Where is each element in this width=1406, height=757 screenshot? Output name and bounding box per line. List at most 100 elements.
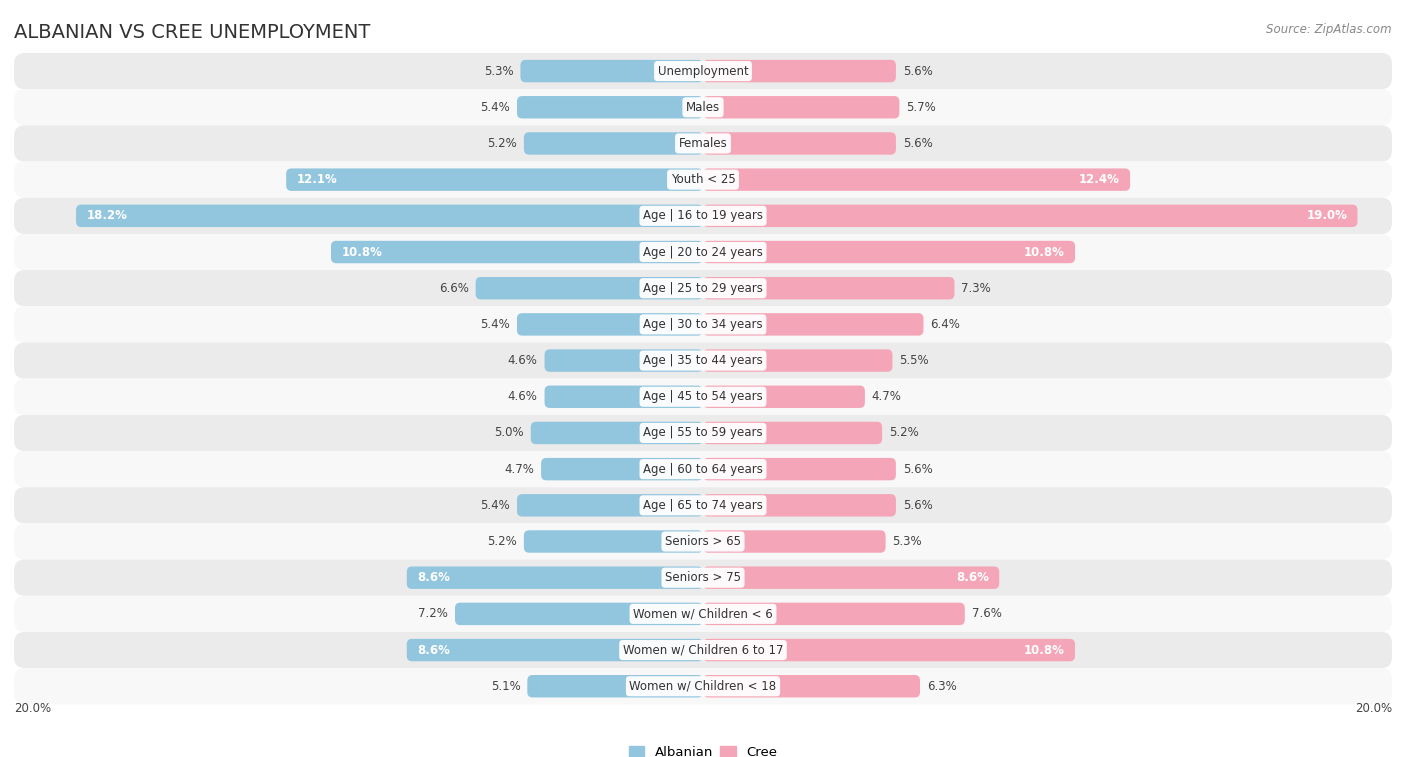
FancyBboxPatch shape — [703, 96, 900, 119]
Text: 20.0%: 20.0% — [14, 702, 51, 715]
Text: 5.1%: 5.1% — [491, 680, 520, 693]
Text: 6.3%: 6.3% — [927, 680, 956, 693]
Text: 18.2%: 18.2% — [86, 210, 128, 223]
FancyBboxPatch shape — [14, 53, 1392, 89]
FancyBboxPatch shape — [406, 639, 703, 662]
FancyBboxPatch shape — [330, 241, 703, 263]
Text: Seniors > 75: Seniors > 75 — [665, 572, 741, 584]
FancyBboxPatch shape — [14, 415, 1392, 451]
Text: 19.0%: 19.0% — [1306, 210, 1347, 223]
FancyBboxPatch shape — [524, 531, 703, 553]
FancyBboxPatch shape — [14, 161, 1392, 198]
FancyBboxPatch shape — [703, 385, 865, 408]
Text: Age | 16 to 19 years: Age | 16 to 19 years — [643, 210, 763, 223]
FancyBboxPatch shape — [531, 422, 703, 444]
FancyBboxPatch shape — [14, 632, 1392, 668]
Text: Age | 20 to 24 years: Age | 20 to 24 years — [643, 245, 763, 258]
Text: 12.4%: 12.4% — [1078, 173, 1119, 186]
Text: ALBANIAN VS CREE UNEMPLOYMENT: ALBANIAN VS CREE UNEMPLOYMENT — [14, 23, 370, 42]
Text: 4.7%: 4.7% — [505, 463, 534, 475]
Text: Age | 55 to 59 years: Age | 55 to 59 years — [643, 426, 763, 440]
FancyBboxPatch shape — [703, 566, 1000, 589]
FancyBboxPatch shape — [14, 342, 1392, 378]
FancyBboxPatch shape — [703, 168, 1130, 191]
Text: 5.6%: 5.6% — [903, 499, 932, 512]
Text: 5.6%: 5.6% — [903, 463, 932, 475]
Text: 5.2%: 5.2% — [488, 535, 517, 548]
Text: 8.6%: 8.6% — [956, 572, 988, 584]
Text: Women w/ Children < 6: Women w/ Children < 6 — [633, 607, 773, 621]
Text: Age | 30 to 34 years: Age | 30 to 34 years — [643, 318, 763, 331]
FancyBboxPatch shape — [703, 60, 896, 83]
Text: 20.0%: 20.0% — [1355, 702, 1392, 715]
FancyBboxPatch shape — [14, 488, 1392, 523]
Text: 6.4%: 6.4% — [931, 318, 960, 331]
FancyBboxPatch shape — [287, 168, 703, 191]
FancyBboxPatch shape — [14, 307, 1392, 342]
Text: Males: Males — [686, 101, 720, 114]
Text: 10.8%: 10.8% — [1024, 245, 1064, 258]
FancyBboxPatch shape — [517, 494, 703, 516]
FancyBboxPatch shape — [703, 204, 1358, 227]
Text: Seniors > 65: Seniors > 65 — [665, 535, 741, 548]
FancyBboxPatch shape — [517, 313, 703, 335]
FancyBboxPatch shape — [14, 596, 1392, 632]
Text: 4.6%: 4.6% — [508, 391, 537, 403]
FancyBboxPatch shape — [703, 458, 896, 481]
FancyBboxPatch shape — [14, 198, 1392, 234]
Text: 5.3%: 5.3% — [484, 64, 513, 77]
Text: 5.3%: 5.3% — [893, 535, 922, 548]
Text: 5.0%: 5.0% — [495, 426, 524, 440]
Text: 5.4%: 5.4% — [481, 499, 510, 512]
Text: Women w/ Children < 18: Women w/ Children < 18 — [630, 680, 776, 693]
FancyBboxPatch shape — [76, 204, 703, 227]
Text: 5.5%: 5.5% — [900, 354, 929, 367]
Text: 7.3%: 7.3% — [962, 282, 991, 294]
Text: 7.2%: 7.2% — [418, 607, 449, 621]
Text: 10.8%: 10.8% — [1024, 643, 1064, 656]
FancyBboxPatch shape — [14, 234, 1392, 270]
Text: Females: Females — [679, 137, 727, 150]
FancyBboxPatch shape — [475, 277, 703, 300]
Text: 4.6%: 4.6% — [508, 354, 537, 367]
FancyBboxPatch shape — [703, 603, 965, 625]
Text: 6.6%: 6.6% — [439, 282, 468, 294]
FancyBboxPatch shape — [703, 241, 1076, 263]
FancyBboxPatch shape — [14, 523, 1392, 559]
FancyBboxPatch shape — [703, 675, 920, 697]
Text: 7.6%: 7.6% — [972, 607, 1001, 621]
FancyBboxPatch shape — [544, 350, 703, 372]
Text: 8.6%: 8.6% — [418, 643, 450, 656]
FancyBboxPatch shape — [14, 270, 1392, 307]
Text: 5.2%: 5.2% — [889, 426, 918, 440]
Text: 5.4%: 5.4% — [481, 101, 510, 114]
Text: 4.7%: 4.7% — [872, 391, 901, 403]
FancyBboxPatch shape — [527, 675, 703, 697]
Text: 5.7%: 5.7% — [907, 101, 936, 114]
Text: 5.6%: 5.6% — [903, 137, 932, 150]
FancyBboxPatch shape — [406, 566, 703, 589]
FancyBboxPatch shape — [703, 494, 896, 516]
FancyBboxPatch shape — [14, 668, 1392, 704]
FancyBboxPatch shape — [524, 132, 703, 154]
FancyBboxPatch shape — [703, 132, 896, 154]
FancyBboxPatch shape — [14, 89, 1392, 126]
Text: Age | 25 to 29 years: Age | 25 to 29 years — [643, 282, 763, 294]
FancyBboxPatch shape — [703, 313, 924, 335]
Legend: Albanian, Cree: Albanian, Cree — [623, 740, 783, 757]
FancyBboxPatch shape — [703, 350, 893, 372]
Text: Age | 35 to 44 years: Age | 35 to 44 years — [643, 354, 763, 367]
FancyBboxPatch shape — [14, 559, 1392, 596]
FancyBboxPatch shape — [14, 378, 1392, 415]
FancyBboxPatch shape — [541, 458, 703, 481]
FancyBboxPatch shape — [703, 422, 882, 444]
Text: 5.2%: 5.2% — [488, 137, 517, 150]
Text: 8.6%: 8.6% — [418, 572, 450, 584]
Text: Unemployment: Unemployment — [658, 64, 748, 77]
Text: 5.6%: 5.6% — [903, 64, 932, 77]
Text: Source: ZipAtlas.com: Source: ZipAtlas.com — [1267, 23, 1392, 36]
FancyBboxPatch shape — [703, 277, 955, 300]
FancyBboxPatch shape — [703, 531, 886, 553]
Text: Youth < 25: Youth < 25 — [671, 173, 735, 186]
Text: 12.1%: 12.1% — [297, 173, 337, 186]
